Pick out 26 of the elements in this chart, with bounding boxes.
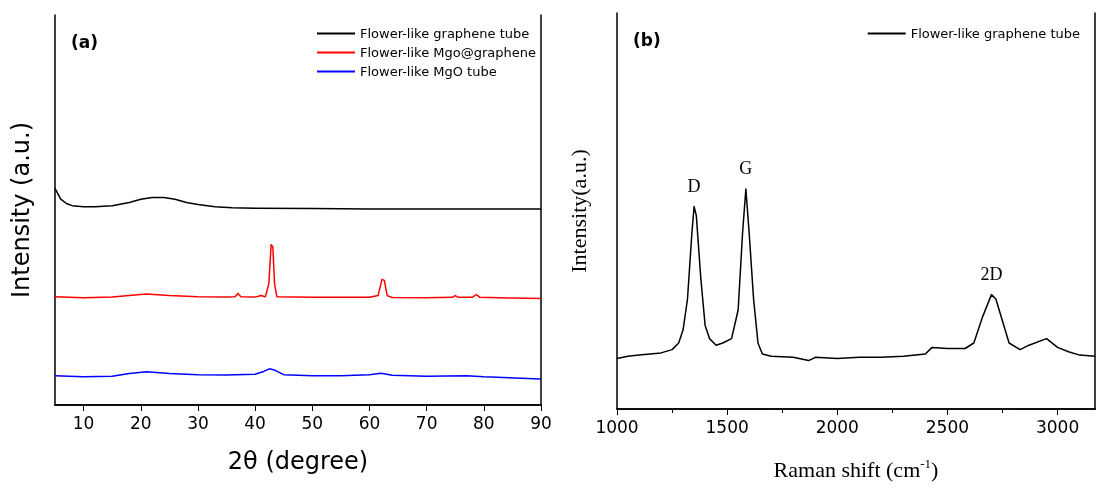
text: (b) [633,29,661,50]
annotation: D [687,175,701,196]
y-axis-title: Intensity(a.u.) [565,149,591,273]
x-tick-label: 1000 [595,416,639,437]
x-axis-title: 2θ (degree) [227,447,369,475]
x-tick-label: 50 [301,412,324,433]
x-tick-label: 40 [244,412,266,433]
annotation: 2D [980,263,1003,284]
x-tick-label: 90 [530,412,552,433]
legend-label: Flower-like Mgo@graphene [359,45,537,60]
x-tick-label: 3000 [1035,416,1080,437]
x-tick-label: 2500 [925,416,970,437]
x-tick-label: 2000 [815,416,859,437]
x-tick-label: 60 [358,412,381,433]
text: (a) [71,31,99,52]
legend-label: Flower-like MgO tube [359,64,497,79]
x-tick-label: 20 [129,412,152,433]
x-tick-label: 1500 [705,416,749,437]
x-tick-label: 10 [72,412,95,433]
x-tick-label: 70 [415,412,438,433]
legend-label: Flower-like graphene tube [359,26,530,41]
legend-label: Flower-like graphene tube [910,26,1081,41]
x-tick-label: 80 [473,412,495,433]
y-axis-title: Intensity (a.u.) [7,122,35,298]
x-tick-label: 30 [187,412,209,433]
annotation: G [739,158,753,178]
